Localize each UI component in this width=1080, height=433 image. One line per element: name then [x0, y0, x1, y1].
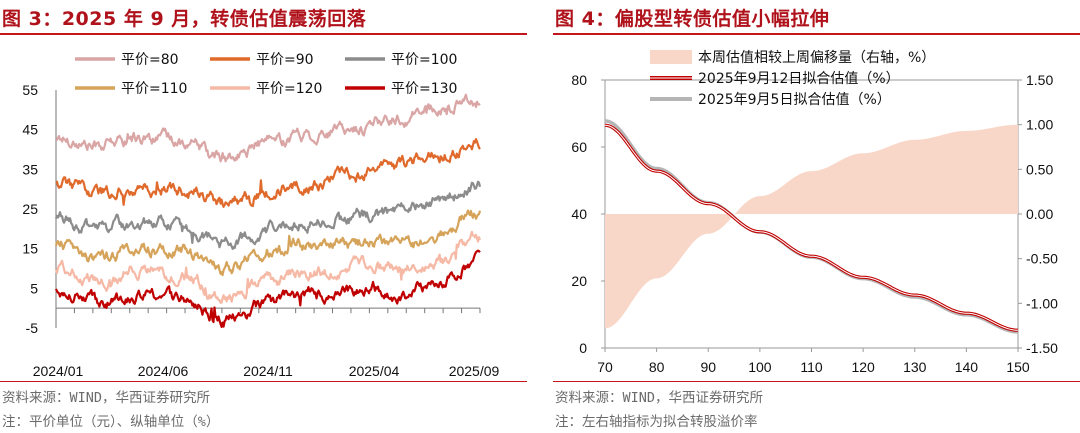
y-tick-label: 45	[22, 122, 38, 138]
legend-label: 2025年9月12日拟合估值（%）	[698, 71, 900, 87]
chart-title: 图 3：2025 年 9 月，转债估值震荡回落	[2, 8, 367, 30]
y-tick-label: 15	[22, 241, 38, 257]
x-tick-label: 90	[700, 359, 716, 375]
x-tick-label: 100	[748, 359, 772, 375]
y-left-tick-label: 40	[571, 206, 587, 222]
footer-divider	[553, 381, 1080, 382]
legend-label: 平价=100	[391, 52, 457, 68]
x-tick-label: 110	[800, 359, 823, 375]
x-tick-label: 2024/06	[138, 363, 189, 379]
y-left-tick-label: 20	[571, 273, 587, 289]
x-tick-label: 70	[597, 359, 613, 375]
series-line	[54, 209, 482, 277]
series-line	[55, 93, 481, 163]
legend-label: 平价=130	[391, 81, 457, 97]
y-right-tick-label: 0.00	[1026, 206, 1053, 222]
x-tick-label: 2024/11	[243, 363, 293, 379]
line-chart-valuation-by-parity: -5 5 15 25 35 45 55 2024/01 2024/06 2024/11 2025/0…	[22, 52, 500, 379]
y-tick-label: -5	[26, 320, 39, 336]
y-left-tick-label: 60	[571, 139, 587, 155]
legend-label: 平价=110	[121, 81, 187, 97]
chart-panel-convertible-valuation: 图 3：2025 年 9 月，转债估值震荡回落 -5 5 15 25 35 45 55 202…	[0, 0, 527, 433]
x-tick-label: 150	[1006, 359, 1030, 375]
y-left-tick-label: 80	[571, 72, 587, 88]
legend-label: 平价=120	[256, 81, 322, 97]
title-divider	[553, 33, 1080, 35]
x-tick-label: 140	[955, 359, 979, 375]
y-right-tick-label: -1.00	[1026, 295, 1058, 311]
legend-label: 平价=90	[256, 52, 314, 68]
source-note: 资料来源：WIND，华西证券研究所	[2, 390, 211, 406]
x-tick-label: 130	[903, 359, 927, 375]
series-line	[54, 180, 482, 250]
line-chart-fitted-premium: 0 20 40 60 80 -1.50 -1.00 -0.50 0.00 0.50 1.00 1.50…	[571, 50, 1058, 375]
footer-divider	[0, 381, 527, 382]
chart-title: 图 4：偏股型转债估值小幅拉伸	[555, 8, 830, 30]
series-line	[55, 137, 481, 208]
y-right-tick-label: 1.50	[1026, 72, 1053, 88]
y-right-tick-label: 0.50	[1026, 161, 1053, 177]
source-note: 资料来源：WIND，华西证券研究所	[555, 390, 764, 406]
x-tick-label: 120	[851, 359, 875, 375]
y-tick-label: 25	[22, 201, 38, 217]
x-tick-label: 80	[649, 359, 665, 375]
series-line-inner	[604, 124, 1018, 331]
y-right-tick-label: -1.50	[1026, 340, 1058, 356]
y-left-tick-label: 0	[579, 340, 587, 356]
series-area	[605, 124, 1018, 329]
series-line	[54, 249, 481, 328]
legend-swatch	[650, 50, 692, 64]
y-tick-label: 35	[22, 161, 38, 177]
series-line	[54, 230, 482, 304]
legend-label: 2025年9月5日拟合估值（%）	[698, 92, 891, 108]
y-tick-label: 5	[30, 280, 38, 296]
legend-label: 本周估值相较上周偏移量（右轴，%）	[698, 50, 935, 66]
y-tick-label: 55	[22, 82, 38, 98]
x-tick-label: 2024/01	[33, 363, 84, 379]
y-right-tick-label: 1.00	[1026, 117, 1053, 133]
axis-note: 注：左右轴指标为拟合转股溢价率	[555, 414, 758, 430]
legend-label: 平价=80	[121, 52, 179, 68]
unit-note: 注：平价单位（元）、纵轴单位（%）	[2, 414, 220, 430]
y-right-tick-label: -0.50	[1026, 251, 1058, 267]
x-tick-label: 2025/09	[449, 363, 500, 379]
x-tick-label: 2025/04	[349, 363, 400, 379]
chart-panel-fitted-valuation: 图 4：偏股型转债估值小幅拉伸 0 20 40 60 80 -1.50 -1.00 -0.50…	[553, 0, 1080, 433]
title-divider	[0, 33, 527, 35]
